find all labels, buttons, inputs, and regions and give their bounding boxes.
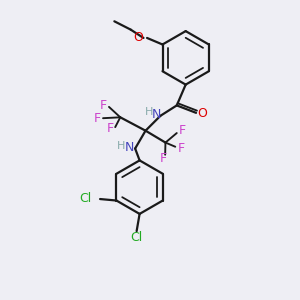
Text: Cl: Cl [80,192,92,205]
Text: O: O [134,31,143,44]
Text: F: F [100,99,106,112]
Text: H: H [145,107,153,117]
Text: N: N [152,108,162,121]
Text: H: H [117,140,125,151]
Text: N: N [125,141,134,154]
Text: F: F [178,142,185,155]
Text: F: F [160,152,167,165]
Text: F: F [94,112,101,125]
Text: O: O [198,107,208,120]
Text: Cl: Cl [130,231,143,244]
Text: F: F [106,122,113,135]
Text: F: F [179,124,186,137]
